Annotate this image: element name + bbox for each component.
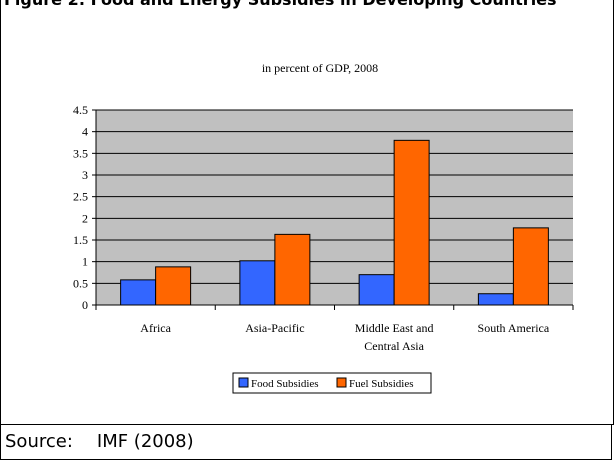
bar-food (239, 260, 276, 306)
x-tick-label: Middle East and (355, 321, 434, 335)
y-tick-label: 1 (82, 255, 88, 269)
bar-food (358, 274, 395, 306)
legend-box (232, 372, 432, 394)
figure-caption: Figure 2: Food and Energy Subsidies in D… (0, 0, 612, 11)
x-tick-label: Central Asia (364, 339, 424, 353)
y-tick-label: 2.5 (73, 190, 88, 204)
source-note: Source: IMF (2008) (0, 425, 612, 460)
bar-food (477, 293, 514, 306)
bar-fuel (393, 139, 430, 306)
bar-food (120, 279, 157, 306)
y-tick-label: 1.5 (73, 233, 88, 247)
y-tick-label: 0 (82, 298, 88, 312)
y-tick-label: 2 (82, 211, 88, 225)
bar-fuel (512, 227, 549, 306)
x-tick-label: Asia-Pacific (245, 321, 304, 335)
legend-swatch (336, 377, 347, 388)
source-label: Source: (5, 431, 73, 452)
bar-chart: in percent of GDP, 2008 0 0.5 1 1.5 2 2.5 3 3.5… (73, 61, 574, 394)
y-tick-label: 3.5 (73, 146, 88, 160)
x-tick-label: Africa (140, 321, 171, 335)
y-tick-label: 0.5 (73, 276, 88, 290)
legend: Food Subsidies Fuel Subsidies (232, 372, 432, 394)
source-text: IMF (2008) (96, 431, 194, 452)
y-tick-label: 4.5 (73, 103, 88, 117)
bar-fuel (274, 233, 311, 306)
plot-area: 0 0.5 1 1.5 2 2.5 3 3.5 4 4.5 Africa Asia-Pacific Mi… (73, 103, 574, 353)
y-tick-label: 3 (82, 168, 88, 182)
bar-fuel (155, 266, 192, 306)
legend-label: Fuel Subsidies (349, 378, 413, 390)
legend-label: Food Subsidies (251, 378, 319, 390)
chart-title: in percent of GDP, 2008 (262, 61, 378, 75)
y-tick-label: 4 (82, 125, 88, 139)
x-tick-label: South America (478, 321, 550, 335)
legend-swatch (238, 377, 249, 388)
